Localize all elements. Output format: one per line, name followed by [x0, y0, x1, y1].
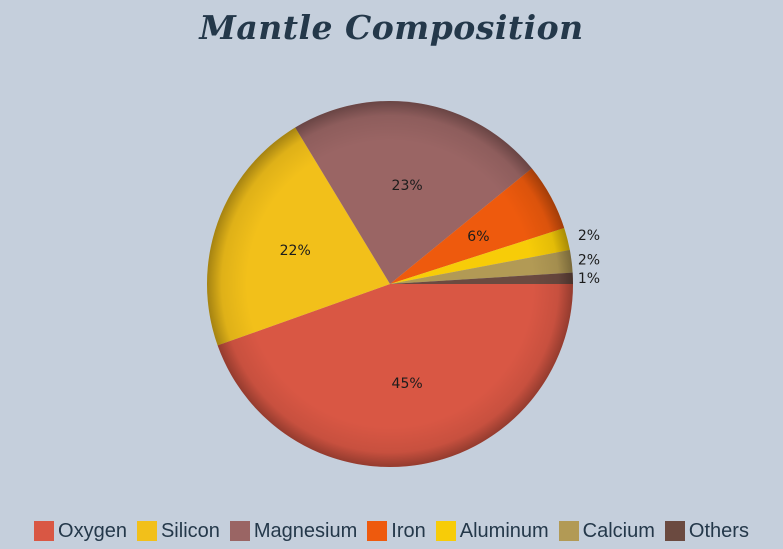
legend-item-magnesium: Magnesium	[229, 519, 358, 543]
legend-label: Magnesium	[253, 519, 358, 542]
legend-label: Others	[688, 519, 749, 542]
pie-labels: 45% 22% 23% 6% 2% 2% 1%	[280, 178, 600, 392]
legend-label: Silicon	[160, 519, 220, 542]
legend-item-iron: Iron	[367, 519, 426, 543]
legend-item-silicon: Silicon	[136, 519, 220, 543]
legend-swatch	[229, 521, 250, 541]
legend-label: Oxygen	[58, 519, 127, 542]
legend-label: Calcium	[582, 519, 655, 542]
legend-swatch	[136, 521, 157, 541]
legend-label: Iron	[391, 519, 426, 542]
chart-title: Mantle Composition	[199, 8, 584, 47]
pie-label-calcium: 2%	[578, 252, 600, 268]
legend: Oxygen Silicon Magnesium Iron Aluminum Calciu…	[0, 517, 783, 545]
pie-label-others: 1%	[578, 271, 600, 287]
legend-swatch	[367, 521, 388, 541]
legend-item-calcium: Calcium	[558, 519, 655, 543]
legend-swatch	[664, 521, 685, 541]
legend-swatch	[34, 521, 55, 541]
pie-label-oxygen: 45%	[392, 376, 423, 392]
pie-label-magnesium: 23%	[392, 178, 423, 194]
pie-label-iron: 6%	[467, 229, 489, 245]
pie-label-aluminum: 2%	[578, 228, 600, 244]
legend-swatch	[558, 521, 579, 541]
legend-item-others: Others	[664, 519, 749, 543]
legend-item-aluminum: Aluminum	[435, 519, 549, 543]
legend-swatch	[435, 521, 456, 541]
legend-label: Aluminum	[459, 519, 549, 542]
pie-slices	[207, 100, 574, 467]
pie-label-silicon: 22%	[280, 243, 311, 259]
legend-item-oxygen: Oxygen	[34, 520, 127, 543]
